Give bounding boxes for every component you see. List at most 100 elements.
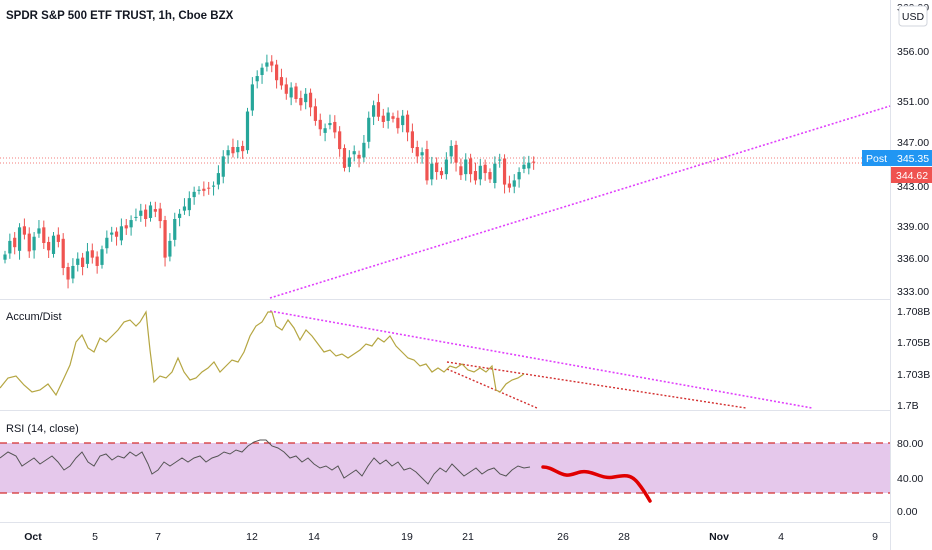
candle-body: [488, 172, 492, 180]
candle-body: [405, 114, 410, 133]
ad-channel-bottom-line[interactable]: [446, 368, 538, 409]
candle-body: [187, 198, 191, 211]
post-price: 345.35: [897, 153, 929, 165]
candle-body: [328, 123, 332, 126]
candles-group: [3, 54, 536, 289]
candle-body: [275, 64, 279, 81]
candle-body: [449, 145, 453, 157]
candle-body: [304, 93, 308, 103]
candle-body: [148, 205, 153, 218]
candle-body: [13, 237, 17, 248]
candle-body: [241, 145, 245, 152]
ad-tick: 1.708B: [897, 306, 930, 318]
ad-tick: 1.703B: [897, 369, 930, 381]
candle-body: [144, 209, 148, 219]
time-tick: 7: [155, 531, 161, 543]
candle-body: [444, 159, 448, 175]
candle-body: [415, 147, 419, 157]
candle-body: [17, 227, 22, 251]
time-tick: 19: [401, 531, 413, 543]
candle-body: [81, 257, 85, 267]
candle-body: [231, 147, 235, 154]
candle-body: [284, 84, 288, 94]
candle-body: [47, 241, 51, 251]
usd-button[interactable]: USD: [898, 5, 928, 27]
ad-channel-top-line[interactable]: [446, 361, 747, 409]
rsi-tick: 40.00: [897, 473, 923, 485]
chart-title: SPDR S&P 500 ETF TRUST, 1h, Cboe BZX: [6, 10, 234, 22]
candle-body: [32, 236, 36, 251]
candle-body: [51, 235, 56, 254]
ad-tick: 1.705B: [897, 337, 930, 349]
candle-body: [76, 258, 80, 265]
candle-body: [265, 62, 269, 67]
candle-body: [279, 77, 284, 86]
candle-body: [338, 131, 342, 150]
candle-body: [260, 67, 264, 75]
last-price-badge: 344.62: [891, 167, 932, 183]
candle-body: [105, 237, 109, 249]
rsi-line: [0, 439, 531, 485]
candle-body: [376, 102, 381, 117]
candle-body: [42, 227, 46, 243]
candle-body: [173, 219, 177, 240]
candle-body: [532, 161, 536, 163]
ad-tick: 1.7B: [897, 400, 919, 412]
candle-body: [182, 206, 187, 211]
candle-body: [168, 240, 172, 257]
candle-body: [435, 162, 439, 173]
uptrend-line[interactable]: [269, 105, 891, 299]
candle-body: [299, 97, 303, 106]
candle-body: [342, 148, 347, 168]
candle-body: [85, 251, 90, 264]
price-tick: 336.00: [897, 253, 929, 265]
candle-body: [71, 265, 75, 279]
price-tick: 333.00: [897, 286, 929, 298]
rsi-band: [0, 443, 890, 493]
candle-body: [483, 164, 487, 174]
candle-body: [473, 171, 478, 181]
candle-body: [139, 210, 143, 216]
time-tick: 28: [618, 531, 630, 543]
ad-pane-label: Accum/Dist: [6, 311, 62, 323]
candle-body: [27, 233, 31, 252]
candle-body: [517, 172, 521, 180]
candle-body: [90, 250, 94, 258]
ad-line: [0, 310, 525, 397]
candle-body: [439, 171, 444, 176]
candle-body: [469, 158, 473, 175]
candle-body: [527, 162, 531, 169]
candle-body: [153, 209, 157, 212]
candle-body: [357, 154, 361, 159]
time-tick: 12: [246, 531, 258, 543]
candle-body: [420, 152, 424, 156]
candle-body: [512, 180, 516, 187]
candle-body: [61, 238, 65, 269]
candle-body: [386, 112, 390, 121]
price-tick: 339.00: [897, 221, 929, 233]
candle-body: [56, 234, 60, 242]
price-tick: 347.00: [897, 137, 929, 149]
candle-body: [522, 164, 526, 169]
rsi-projection-drawing[interactable]: [541, 465, 652, 503]
rsi-tick: 0.00: [897, 506, 918, 518]
candle-body: [308, 92, 313, 108]
usd-label: USD: [902, 11, 925, 23]
candle-body: [493, 163, 497, 183]
candle-body: [158, 208, 162, 222]
candle-body: [401, 115, 405, 126]
candle-body: [207, 187, 211, 189]
candle-body: [367, 117, 371, 142]
time-tick: 26: [557, 531, 569, 543]
candle-body: [347, 157, 351, 167]
candle-body: [124, 225, 128, 229]
candle-body: [216, 173, 220, 185]
time-tick: 9: [872, 531, 878, 543]
time-tick: 21: [462, 531, 474, 543]
candle-body: [318, 119, 322, 130]
candle-body: [362, 142, 366, 158]
candle-body: [372, 105, 376, 117]
candle-body: [192, 191, 196, 198]
time-tick: 14: [308, 531, 320, 543]
